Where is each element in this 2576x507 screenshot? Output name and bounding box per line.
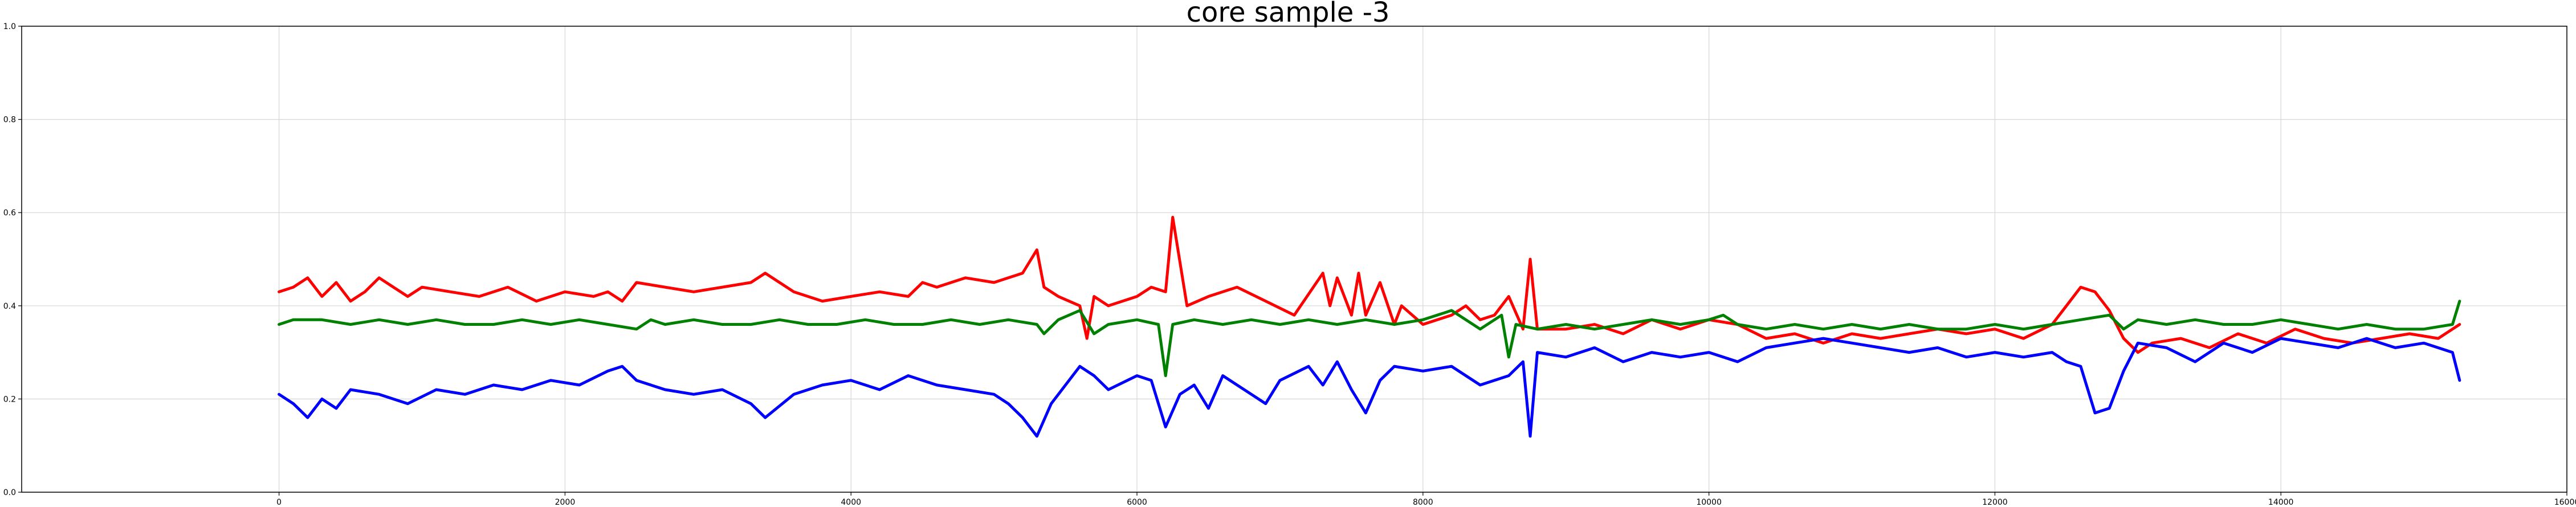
- blue-series-line: [278, 337, 2461, 438]
- y-tick-label: 0.6: [3, 208, 16, 218]
- y-tick-label: 0.8: [3, 116, 16, 125]
- x-tick-label: 0: [276, 498, 282, 507]
- grid: [22, 26, 2567, 493]
- green-series-line: [278, 300, 2461, 377]
- x-tick-label: 4000: [841, 498, 861, 507]
- x-tick-label: 12000: [1982, 498, 2008, 507]
- x-tick-label: 10000: [1696, 498, 1722, 507]
- plot-area-frame: [21, 26, 2567, 493]
- y-tick-label: 0.2: [3, 395, 16, 404]
- series-lines: [278, 215, 2461, 438]
- y-tick-label: 1.0: [3, 22, 16, 31]
- chart-title: core sample -3: [1187, 0, 1390, 28]
- y-tick-label: 0.0: [3, 488, 16, 497]
- x-tick-label: 6000: [1127, 498, 1147, 507]
- y-tick-label: 0.4: [3, 302, 16, 311]
- red-series-line: [278, 215, 2461, 354]
- x-tick-label: 8000: [1413, 498, 1433, 507]
- x-tick-label: 14000: [2268, 498, 2294, 507]
- x-tick-label: 2000: [555, 498, 576, 507]
